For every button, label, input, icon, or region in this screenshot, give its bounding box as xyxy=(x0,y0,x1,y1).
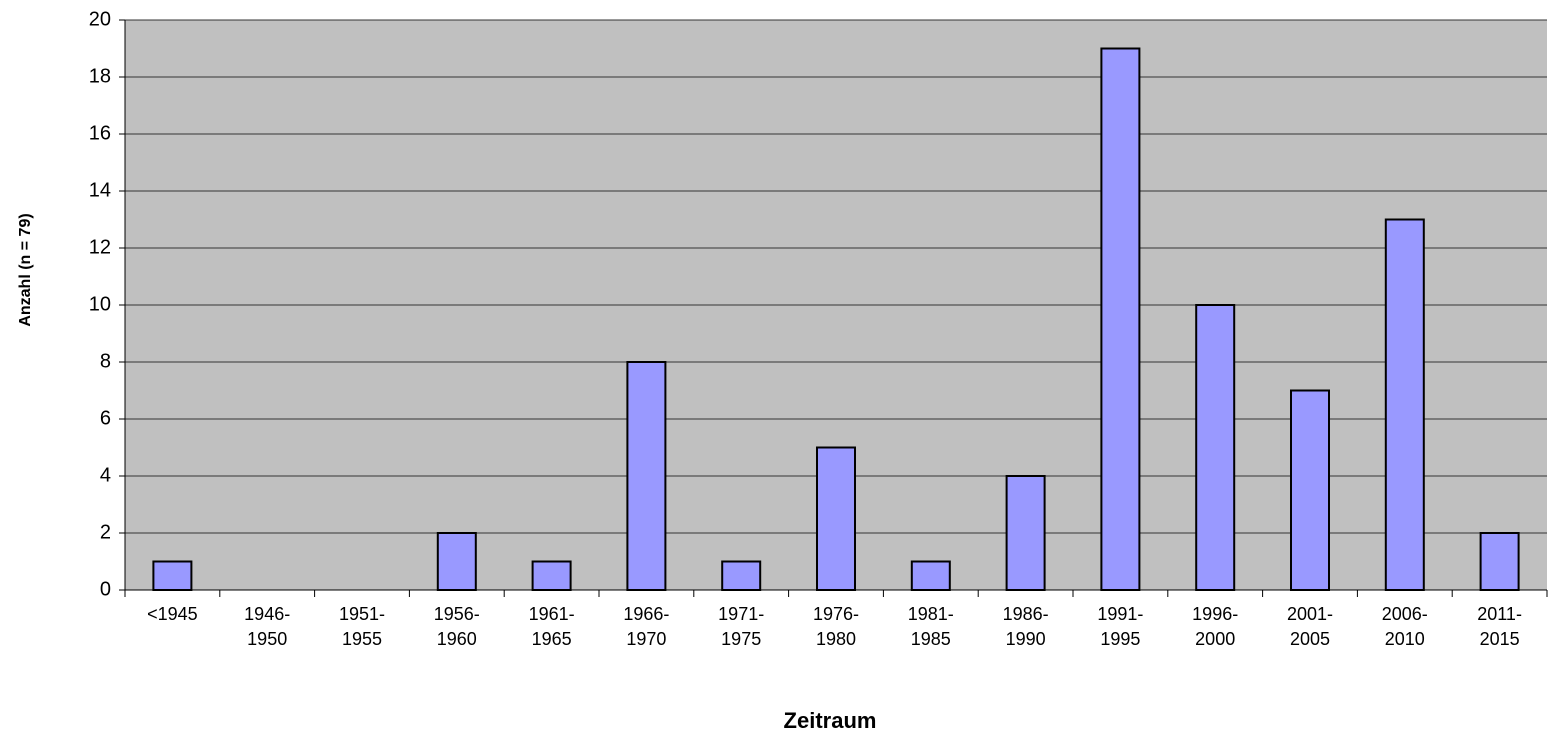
bar xyxy=(1195,304,1236,591)
x-tick-label: 1956-1960 xyxy=(434,604,480,649)
bar xyxy=(1384,218,1425,591)
bar xyxy=(910,560,951,591)
bar xyxy=(436,532,477,591)
x-tick-label: 1986-1990 xyxy=(1003,604,1049,649)
x-tick-label: 1981-1985 xyxy=(908,604,954,649)
bar xyxy=(816,446,856,591)
x-tick-label: 1951-1955 xyxy=(339,604,385,649)
y-tick-label: 14 xyxy=(89,179,111,201)
y-tick-label: 10 xyxy=(89,293,111,315)
x-tick-label: 1996-2000 xyxy=(1192,604,1238,649)
x-tick-label: 1991-1995 xyxy=(1097,604,1143,649)
y-tick-label: 2 xyxy=(100,521,111,543)
bar xyxy=(152,560,193,591)
bar xyxy=(1290,389,1330,591)
y-tick-label: 8 xyxy=(100,350,111,372)
y-tick-label: 0 xyxy=(100,578,111,600)
y-tick-label: 20 xyxy=(89,8,111,30)
y-tick-label: 6 xyxy=(100,407,111,429)
x-tick-label: 1966-1970 xyxy=(623,604,669,649)
y-tick-label: 18 xyxy=(89,65,111,87)
x-tick-label: 2001-2005 xyxy=(1287,604,1333,649)
x-tick-label: 1976-1980 xyxy=(813,604,859,649)
bar xyxy=(531,560,572,591)
x-tick-label: <1945 xyxy=(147,604,198,624)
y-tick-label: 16 xyxy=(89,122,111,144)
x-tick-label: 2006-2010 xyxy=(1382,604,1428,649)
bar xyxy=(1100,47,1141,591)
bar xyxy=(1005,475,1046,591)
bar xyxy=(1479,532,1520,591)
x-tick-label: 1946-1950 xyxy=(244,604,290,649)
bar xyxy=(721,560,762,591)
x-tick-label: 1971-1975 xyxy=(718,604,764,649)
y-axis-title: Anzahl (n = 79) xyxy=(17,213,34,326)
x-tick-label: 2011-2015 xyxy=(1477,604,1522,649)
y-tick-label: 4 xyxy=(100,464,111,486)
x-axis-title: Zeitraum xyxy=(784,708,877,733)
bar xyxy=(626,361,667,591)
y-tick-label: 12 xyxy=(89,236,111,258)
x-tick-label: 1961-1965 xyxy=(529,604,575,649)
